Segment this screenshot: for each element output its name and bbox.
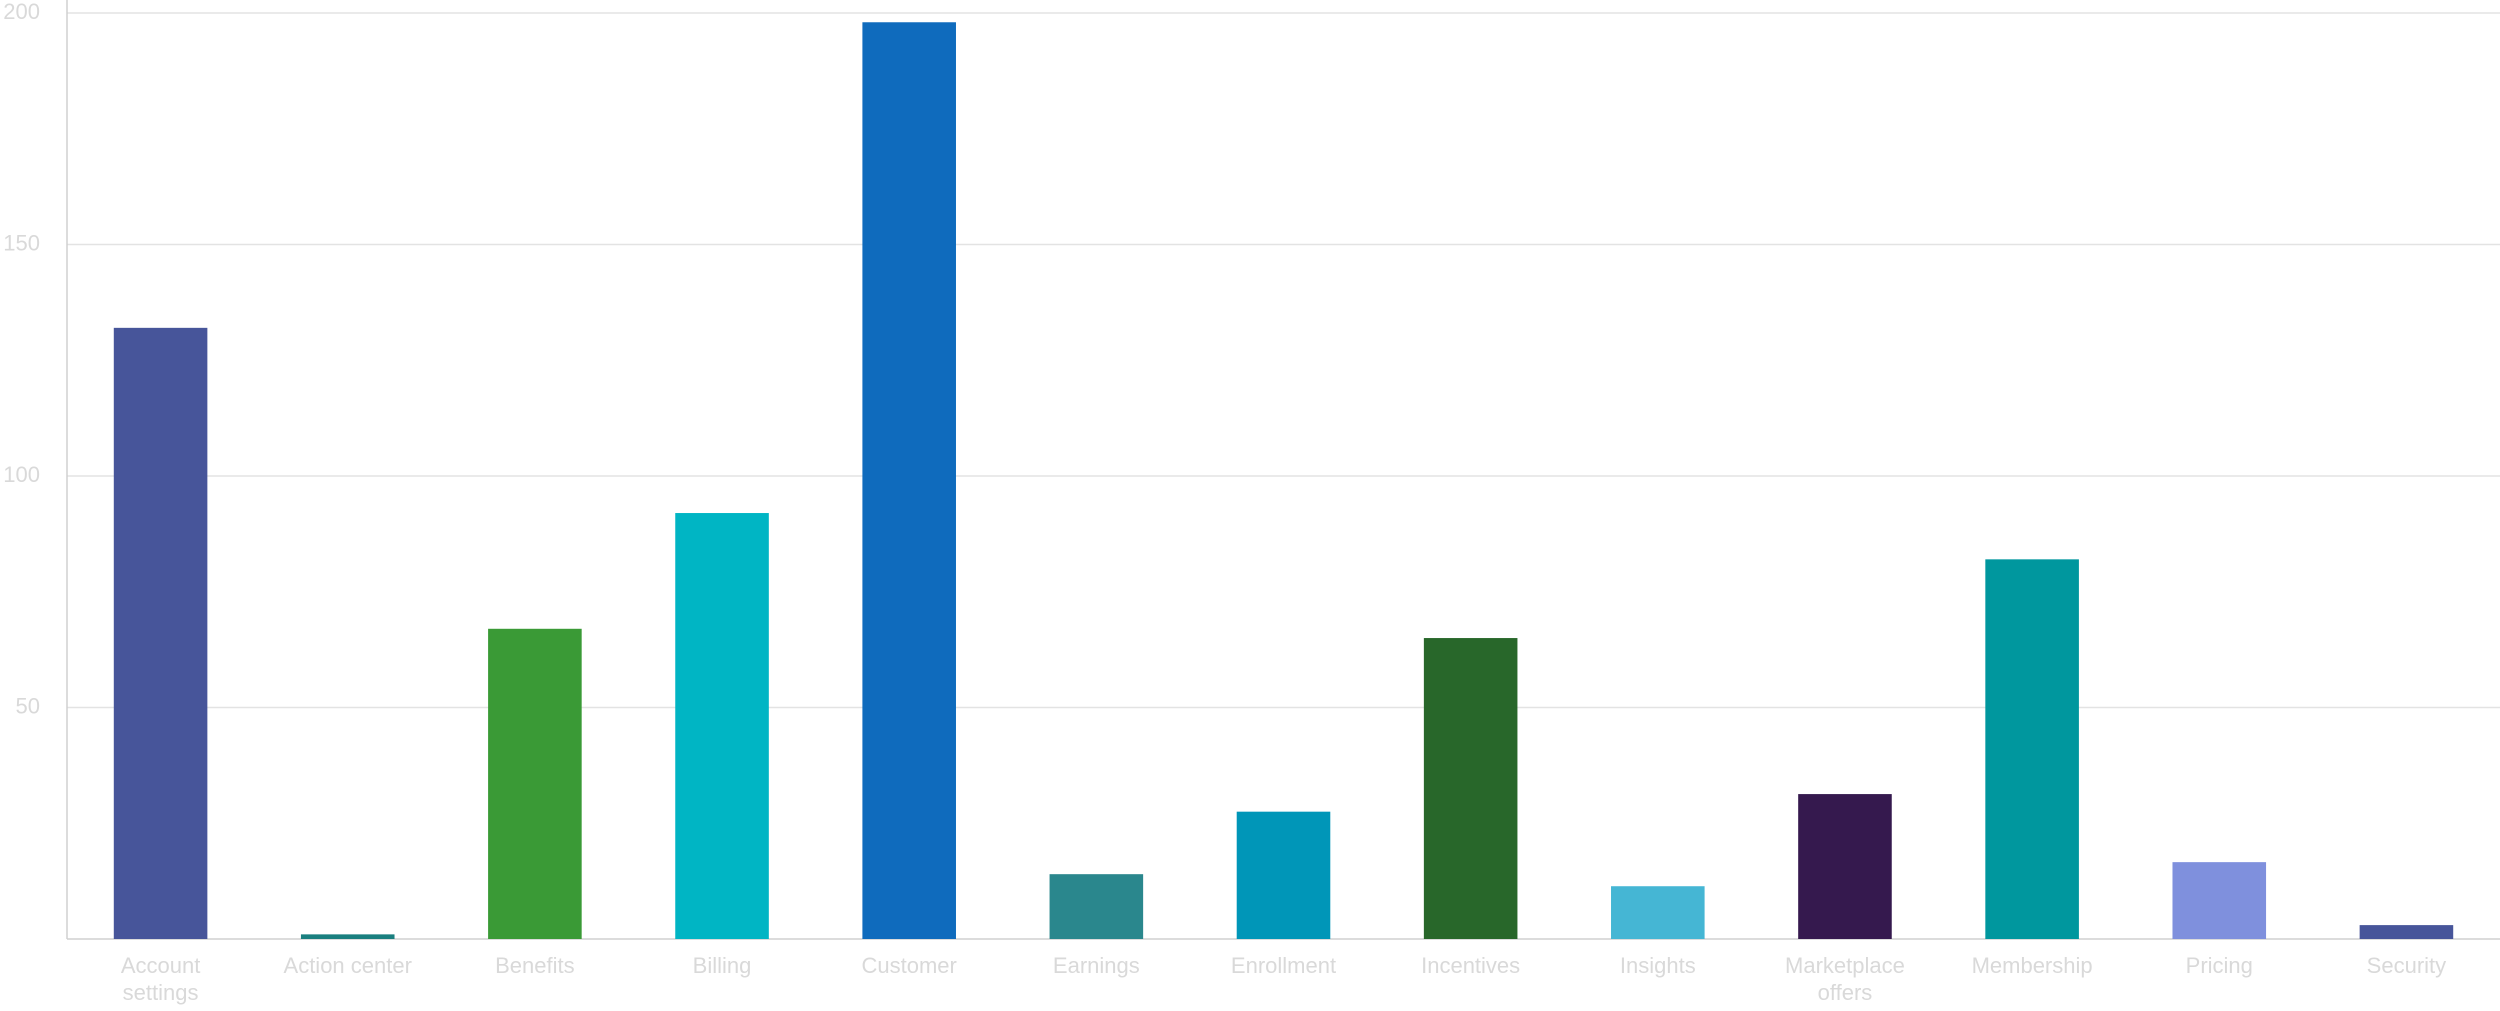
bar	[2359, 925, 2454, 939]
x-tick-label: Pricing	[2185, 953, 2253, 978]
bar	[1423, 638, 1518, 939]
x-tick-label: Earnings	[1052, 953, 1140, 978]
x-tick-label: Customer	[861, 953, 957, 978]
bar	[1236, 811, 1331, 939]
y-tick-label: 150	[3, 230, 40, 255]
x-tick-label: Incentives	[1421, 953, 1521, 978]
x-tick-label: Benefits	[495, 953, 575, 978]
x-tick-label: Enrollment	[1230, 953, 1337, 978]
x-tick-label: Billing	[692, 953, 752, 978]
bar	[675, 513, 769, 939]
bar	[1985, 559, 2079, 939]
x-tick-label: Membership	[1971, 953, 2093, 978]
y-tick-label: 50	[16, 693, 40, 718]
x-tick-label: Action center	[283, 953, 412, 978]
bar	[300, 934, 395, 939]
x-tick-label: Marketplace offers	[1785, 953, 1905, 1005]
bar	[488, 628, 582, 939]
bar	[1049, 874, 1144, 939]
bar	[1611, 886, 1705, 939]
bar	[1798, 794, 1892, 939]
bar	[113, 327, 208, 940]
bar	[862, 22, 956, 939]
y-tick-label: 200	[3, 0, 40, 24]
x-tick-label: Account settings	[120, 953, 201, 1005]
x-tick-label: Insights	[1619, 953, 1696, 978]
bar	[2172, 862, 2267, 939]
y-tick-label: 100	[3, 462, 40, 487]
x-tick-label: Security	[2366, 953, 2447, 978]
